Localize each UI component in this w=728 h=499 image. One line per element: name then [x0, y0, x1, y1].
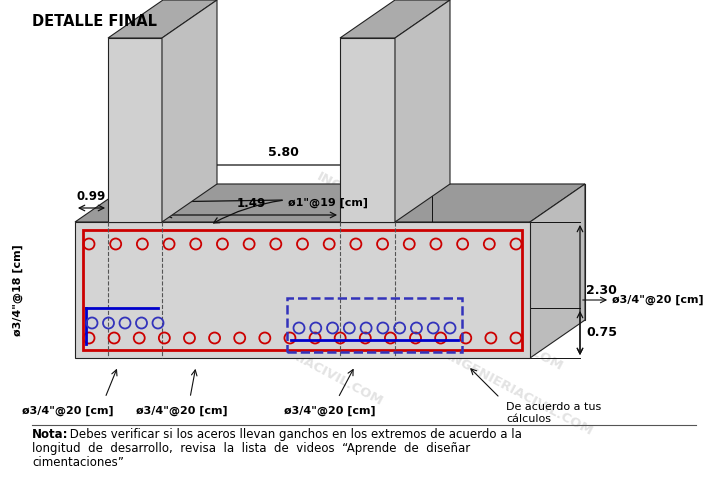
Polygon shape — [340, 38, 395, 222]
Bar — [287, 298, 462, 352]
Text: Nota:: Nota: — [32, 428, 68, 441]
Text: ø3/4"@18 [cm]: ø3/4"@18 [cm] — [13, 244, 23, 336]
Text: 5.80: 5.80 — [268, 146, 298, 159]
Text: INGENIERIACIVIL.COM: INGENIERIACIVIL.COM — [445, 350, 596, 438]
Text: INGENIERIACIVIL.COM: INGENIERIACIVIL.COM — [415, 285, 566, 373]
Polygon shape — [75, 222, 530, 358]
Polygon shape — [530, 184, 585, 358]
Text: Debes verificar si los aceros llevan ganchos en los extremos de acuerdo a la: Debes verificar si los aceros llevan gan… — [66, 428, 522, 441]
Text: INGENIERIACIVIL.COM: INGENIERIACIVIL.COM — [234, 320, 385, 408]
Text: 0.75: 0.75 — [586, 326, 617, 339]
Text: 0.99: 0.99 — [76, 190, 106, 203]
Polygon shape — [130, 184, 585, 320]
Text: ø3/4"@20 [cm]: ø3/4"@20 [cm] — [284, 406, 376, 416]
Text: ø3/4"@20 [cm]: ø3/4"@20 [cm] — [136, 406, 228, 416]
Polygon shape — [75, 184, 585, 222]
Bar — [83, 230, 522, 350]
Polygon shape — [108, 38, 162, 222]
Polygon shape — [340, 0, 450, 38]
Text: INGENIERIACIVIL.COM: INGENIERIACIVIL.COM — [124, 225, 275, 313]
Text: DETALLE FINAL: DETALLE FINAL — [32, 14, 157, 29]
Text: ø3/4"@20 [cm]: ø3/4"@20 [cm] — [22, 406, 114, 416]
Text: ø3/4"@20 [cm]: ø3/4"@20 [cm] — [612, 295, 704, 305]
Text: 2.30: 2.30 — [586, 283, 617, 296]
Text: 1.49: 1.49 — [237, 197, 266, 210]
Polygon shape — [395, 0, 450, 222]
Polygon shape — [108, 0, 217, 38]
Text: ø1"@19 [cm]: ø1"@19 [cm] — [288, 198, 368, 208]
Polygon shape — [162, 0, 217, 222]
Text: De acuerdo a tus
cálculos: De acuerdo a tus cálculos — [506, 402, 601, 424]
Text: longitud  de  desarrollo,  revisa  la  lista  de  videos  “Aprende  de  diseñar: longitud de desarrollo, revisa la lista … — [32, 442, 470, 455]
Text: INGENIERIACIVIL.COM: INGENIERIACIVIL.COM — [314, 170, 465, 258]
Text: cimentaciones”: cimentaciones” — [32, 456, 124, 469]
